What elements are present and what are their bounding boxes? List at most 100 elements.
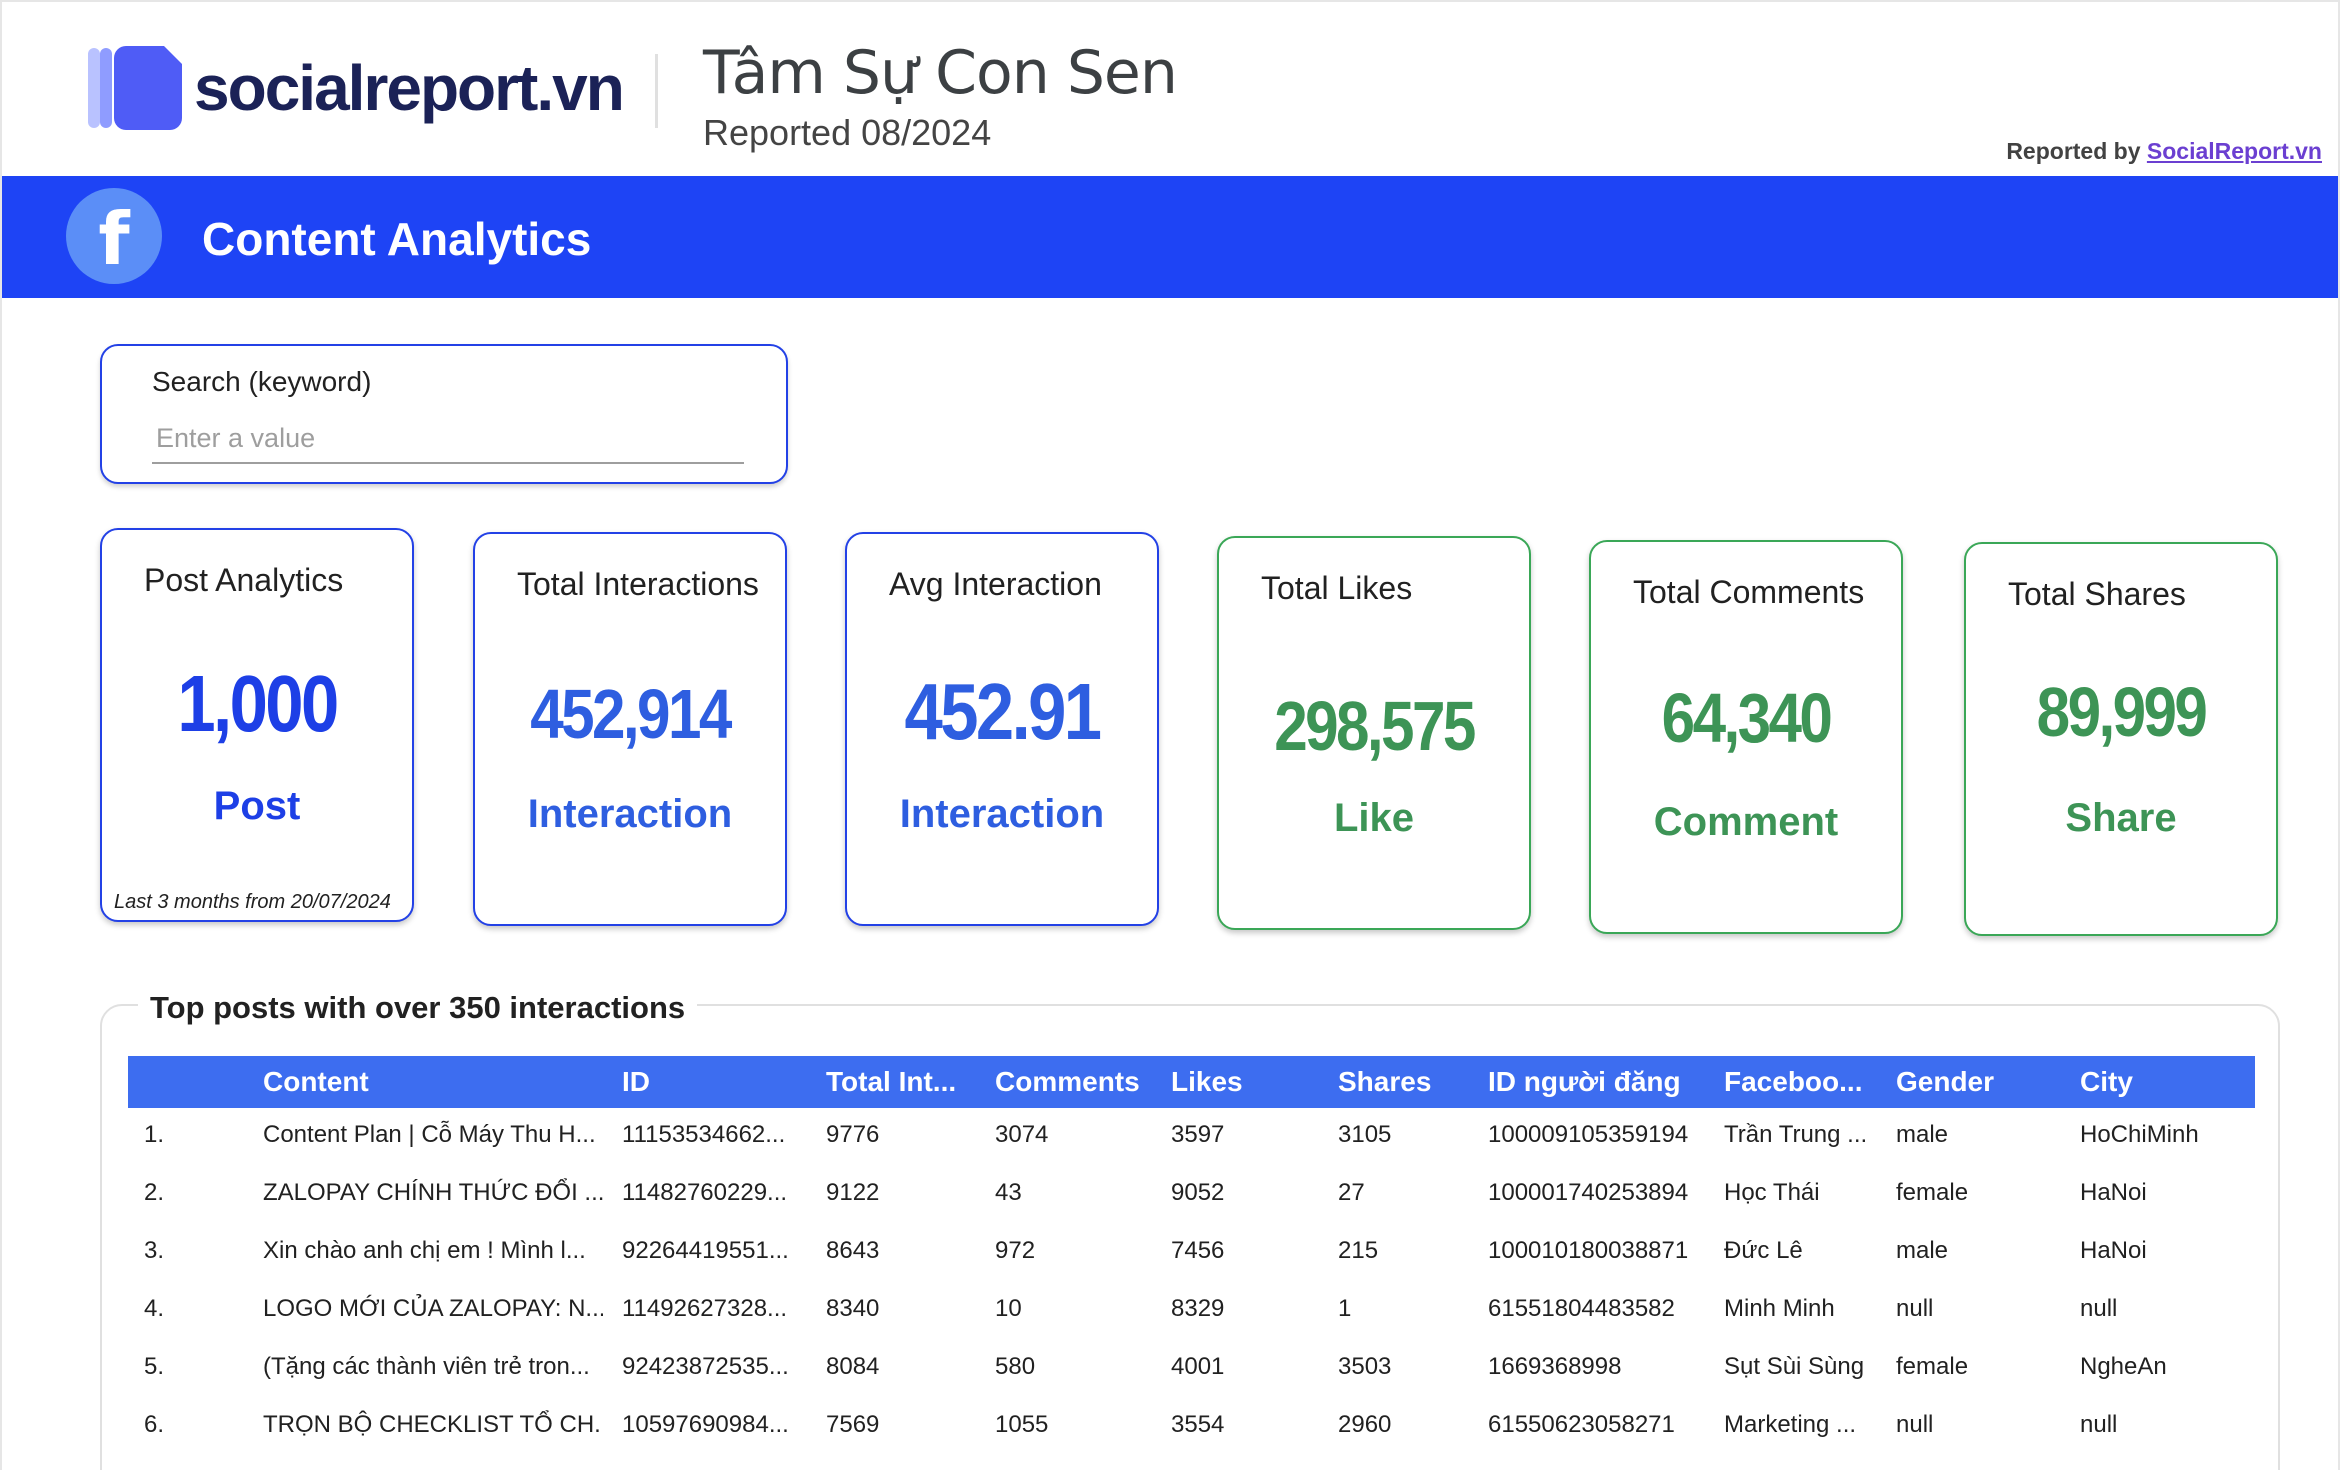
gender-cell: null	[1896, 1295, 1934, 1322]
metric-unit: Share	[2065, 796, 2177, 840]
metric-card-total-shares: Total Shares 89,999 Share	[1964, 542, 2278, 936]
likes-cell: 8329	[1171, 1295, 1225, 1322]
metric-title: Total Comments	[1633, 574, 1865, 610]
table-row[interactable]: 1. Content Plan | Cỗ Máy Thu H... 11153534…	[128, 1106, 2255, 1164]
likes-cell: 7456	[1171, 1237, 1225, 1264]
comments-cell: 10	[995, 1295, 1022, 1322]
column-header-shares[interactable]: Shares	[1338, 1066, 1432, 1097]
row-number: 2.	[144, 1179, 165, 1206]
gender-cell: male	[1896, 1121, 1949, 1148]
content-cell: Xin chào anh chị em ! Mình l...	[263, 1237, 586, 1264]
table-row[interactable]: 2. ZALOPAY CHÍNH THỨC ĐỔI ... 11482760229.…	[128, 1164, 2255, 1222]
shares-cell: 1	[1338, 1295, 1352, 1322]
search-input[interactable]	[152, 414, 744, 464]
total-interactions-cell: 8643	[826, 1237, 880, 1264]
city-cell: HoChiMinh	[2080, 1121, 2199, 1148]
id-cell: 92264419551...	[622, 1237, 789, 1264]
shares-cell: 2960	[1338, 1411, 1392, 1438]
facebook-icon: f	[66, 188, 162, 284]
search-filter: Search (keyword)	[100, 344, 788, 484]
city-cell: NgheAn	[2080, 1353, 2167, 1380]
gender-cell: female	[1896, 1179, 1969, 1206]
id-cell: 10597690984...	[622, 1411, 789, 1438]
content-cell: ZALOPAY CHÍNH THỨC ĐỔI ...	[263, 1179, 603, 1206]
logo-text: socialreport.vn	[194, 52, 625, 124]
id-cell: 11153534662...	[622, 1121, 786, 1148]
comments-cell: 580	[995, 1353, 1036, 1380]
metric-title: Post Analytics	[144, 562, 344, 598]
comments-cell: 43	[995, 1179, 1022, 1206]
likes-cell: 9052	[1171, 1179, 1225, 1206]
content-cell: LOGO MỚI CỦA ZALOPAY: N...	[263, 1295, 603, 1322]
poster-id-cell: 100001740253894	[1488, 1179, 1689, 1206]
gender-cell: female	[1896, 1353, 1969, 1380]
top-posts-table-card	[100, 1004, 2280, 1470]
column-header-likes[interactable]: Likes	[1171, 1066, 1243, 1097]
facebook-name-cell: Học Thái	[1724, 1179, 1820, 1206]
header-divider	[655, 54, 658, 128]
comments-cell: 1055	[995, 1411, 1049, 1438]
likes-cell: 3554	[1171, 1411, 1225, 1438]
page-title: Tâm Sự Con Sen	[703, 38, 1178, 108]
metric-value: 298,575	[1274, 687, 1476, 765]
column-header-id[interactable]: ID	[622, 1066, 650, 1097]
total-interactions-cell: 8084	[826, 1353, 880, 1380]
banner-title: Content Analytics	[202, 213, 592, 265]
socialreport-logo[interactable]: socialreport.vn	[88, 44, 625, 130]
table-row[interactable]: 6. TRỌN BỘ CHECKLIST TỔ CH... 10597690984.…	[128, 1396, 2255, 1454]
facebook-name-cell: Minh Minh	[1724, 1295, 1835, 1322]
gender-cell: male	[1896, 1237, 1949, 1264]
total-interactions-cell: 7569	[826, 1411, 880, 1438]
metric-card-total-likes: Total Likes 298,575 Like	[1217, 536, 1531, 930]
metric-title: Total Likes	[1261, 570, 1413, 606]
metric-card-avg-interaction: Avg Interaction 452.91 Interaction	[845, 532, 1159, 926]
reported-by-label: Reported by	[2006, 138, 2147, 164]
metric-title: Avg Interaction	[889, 566, 1102, 602]
metric-value: 89,999	[2036, 673, 2208, 751]
likes-cell: 4001	[1171, 1353, 1225, 1380]
column-header-facebook-name[interactable]: Faceboo...	[1724, 1066, 1863, 1097]
column-header-total-interactions[interactable]: Total Int...	[826, 1066, 957, 1097]
row-number: 5.	[144, 1353, 165, 1380]
row-number: 6.	[144, 1411, 165, 1438]
metric-unit: Comment	[1653, 800, 1839, 844]
column-header-content[interactable]: Content	[263, 1066, 369, 1097]
table-header: Content ID Total Int... Comments Likes S…	[128, 1056, 2255, 1108]
comments-cell: 3074	[995, 1121, 1049, 1148]
content-cell: (Tặng các thành viên trẻ tron...	[263, 1353, 590, 1380]
shares-cell: 3105	[1338, 1121, 1392, 1148]
poster-id-cell: 100009105359194	[1488, 1121, 1689, 1148]
column-header-gender[interactable]: Gender	[1896, 1066, 1995, 1097]
metric-title: Total Interactions	[517, 566, 759, 602]
comments-cell: 972	[995, 1237, 1036, 1264]
metric-title: Total Shares	[2008, 576, 2186, 612]
metric-value: 64,340	[1661, 679, 1833, 757]
section-banner: f Content Analytics	[2, 176, 2338, 298]
metric-value: 1,000	[177, 659, 339, 748]
row-number: 1.	[144, 1121, 165, 1148]
search-label: Search (keyword)	[152, 366, 372, 397]
poster-id-cell: 1669368998	[1488, 1353, 1622, 1380]
metric-unit: Like	[1333, 796, 1415, 840]
content-cell: Content Plan | Cỗ Máy Thu H...	[263, 1121, 596, 1148]
poster-id-cell: 100010180038871	[1488, 1237, 1689, 1264]
poster-id-cell: 61551804483582	[1488, 1295, 1675, 1322]
total-interactions-cell: 8340	[826, 1295, 880, 1322]
document-logo-icon	[88, 44, 184, 130]
metric-card-total-comments: Total Comments 64,340 Comment	[1589, 540, 1903, 934]
id-cell: 11482760229...	[622, 1179, 788, 1206]
column-header-city[interactable]: City	[2080, 1066, 2133, 1097]
gender-cell: null	[1896, 1411, 1934, 1438]
total-interactions-cell: 9122	[826, 1179, 880, 1206]
metric-unit: Interaction	[899, 792, 1105, 836]
reported-by-link[interactable]: SocialReport.vn	[2146, 138, 2322, 164]
table-row[interactable]: 5. (Tặng các thành viên trẻ tron... 924238…	[128, 1338, 2255, 1396]
content-cell: TRỌN BỘ CHECKLIST TỔ CH...	[263, 1411, 603, 1438]
column-header-poster-id[interactable]: ID người đăng	[1488, 1066, 1681, 1097]
city-cell: HaNoi	[2080, 1179, 2147, 1206]
table-row[interactable]: 4. LOGO MỚI CỦA ZALOPAY: N... 11492627328.…	[128, 1280, 2255, 1338]
table-row[interactable]: 3. Xin chào anh chị em ! Mình l... 9226441…	[128, 1222, 2255, 1280]
column-header-comments[interactable]: Comments	[995, 1066, 1140, 1097]
id-cell: 92423872535...	[622, 1353, 789, 1380]
